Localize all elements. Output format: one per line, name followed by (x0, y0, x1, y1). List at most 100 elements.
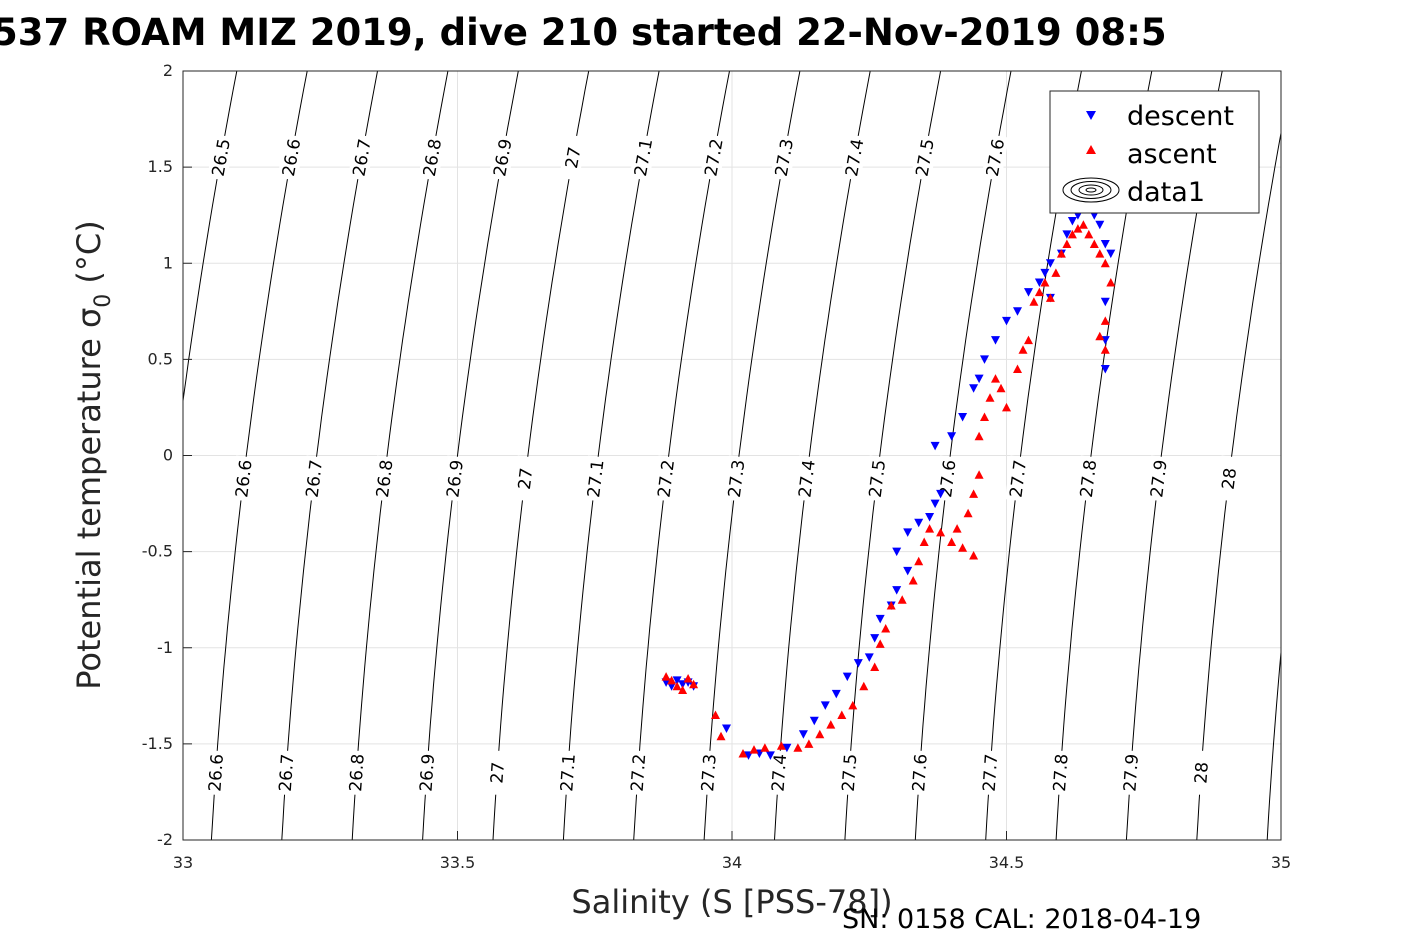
contour-label-bg (981, 134, 1009, 181)
contour-label-bg (207, 134, 235, 181)
data-point-descent (903, 528, 913, 537)
data-point-descent (1002, 316, 1011, 326)
data-point-descent (991, 336, 1000, 345)
contour-label-bg (204, 750, 228, 796)
data-point-ascent (859, 681, 869, 691)
contour-label: 27.5 (839, 753, 862, 792)
data-point-ascent (1018, 345, 1028, 354)
data-point-ascent (958, 543, 968, 552)
data-point-descent (980, 355, 989, 364)
chart-title: 537 ROAM MIZ 2019, dive 210 started 22-N… (0, 11, 1167, 54)
density-contour-line (844, 71, 942, 840)
contour-label-bg (793, 455, 820, 502)
data-point-ascent (974, 470, 984, 479)
y-tick-label: 1.5 (148, 157, 173, 176)
data-point-ascent (1002, 402, 1011, 412)
data-point-ascent (1051, 268, 1061, 277)
contour-label: 27 (487, 761, 508, 784)
contour-label-bg (344, 750, 368, 796)
data-point-descent (765, 751, 775, 760)
y-tick-label: -1 (157, 638, 173, 657)
data-point-ascent (1013, 364, 1022, 373)
data-point-ascent (672, 681, 682, 691)
data-point-ascent (1067, 229, 1077, 239)
x-tick-label: 34.5 (989, 853, 1025, 872)
data-point-descent (930, 499, 940, 509)
contour-label-bg (840, 134, 868, 181)
data-point-ascent (689, 679, 699, 689)
contour-label-bg (301, 455, 327, 502)
contour-label-bg (978, 750, 1002, 796)
contour-label-bg (864, 455, 890, 502)
data-point-descent (722, 724, 731, 733)
data-point-ascent (1095, 249, 1105, 258)
y-tick-label: 2 (163, 61, 173, 80)
contour-label-bg (653, 455, 679, 502)
contour-label: 27.5 (866, 459, 890, 499)
contour-label: 27.3 (698, 753, 721, 792)
data-point-ascent (837, 710, 847, 719)
data-point-descent (672, 676, 682, 685)
contour-label-bg (1005, 455, 1031, 502)
contour-label-bg (371, 455, 397, 502)
contour-label-bg (1216, 455, 1242, 502)
contour-label: 26.6 (205, 753, 228, 792)
contour-label-bg (556, 750, 580, 796)
contour-label: 27.4 (769, 753, 792, 792)
density-contour-line (1196, 130, 1281, 840)
legend-contour-icon (1062, 177, 1120, 203)
contour-label-bg (274, 750, 298, 796)
data-point-ascent (952, 524, 962, 533)
data-point-ascent (678, 685, 688, 694)
legend-data1-label: data1 (1127, 177, 1205, 208)
density-contour-line (562, 71, 660, 840)
contour-label: 27.1 (557, 753, 580, 792)
data-point-descent (1100, 240, 1110, 249)
data-point-ascent (886, 601, 896, 610)
footer-serial: SN: 0158 CAL: 2018-04-19 (842, 904, 1201, 935)
data-point-descent (1024, 288, 1033, 297)
data-point-ascent (749, 745, 759, 754)
density-contour-line (1338, 71, 1417, 840)
density-contour-line (351, 71, 449, 840)
density-contour-line (492, 71, 590, 840)
x-axis-ticks: 33 33.5 34 34.5 35 (173, 831, 1291, 872)
data-point-ascent (875, 639, 885, 648)
data-point-ascent (1078, 220, 1088, 229)
density-contour-line (422, 71, 519, 840)
contour-label: 27.2 (628, 753, 651, 792)
data-point-ascent (1089, 239, 1099, 248)
contour-label-bg (699, 134, 728, 181)
data-point-descent (798, 730, 808, 739)
contour-label: 26.9 (443, 459, 467, 499)
contour-label-bg (442, 455, 468, 502)
y-axis-label-main: Potential temperature σ (70, 308, 108, 690)
data-point-descent (892, 547, 902, 557)
contour-label: 27.3 (725, 459, 749, 499)
data-point-ascent (1073, 224, 1083, 233)
data-point-ascent (963, 508, 973, 518)
data-point-ascent (980, 412, 989, 421)
contour-label-bg (559, 134, 587, 181)
data-point-ascent (974, 431, 984, 441)
data-point-ascent (1062, 239, 1072, 248)
data-point-descent (1067, 217, 1077, 226)
data-point-ascent (1029, 297, 1039, 306)
data-point-descent (870, 634, 880, 643)
contour-label: 27.1 (584, 459, 608, 499)
data-point-ascent (815, 729, 825, 739)
contour-label-bg (1189, 750, 1213, 796)
data-point-ascent (1084, 229, 1094, 239)
density-contour-line (633, 71, 730, 840)
data-point-ascent (826, 720, 836, 729)
legend-box (1049, 90, 1260, 214)
data-point-descent (864, 653, 874, 662)
data-point-descent (958, 413, 968, 422)
data-point-descent (1100, 365, 1110, 374)
contour-label-bg (1145, 455, 1172, 502)
density-contour-line (703, 71, 801, 840)
x-axis-label: Salinity (S [PSS-78]) (571, 883, 892, 921)
legend-descent-label: descent (1127, 101, 1234, 132)
contour-label: 26.6 (232, 459, 256, 499)
data-point-descent (820, 701, 830, 710)
